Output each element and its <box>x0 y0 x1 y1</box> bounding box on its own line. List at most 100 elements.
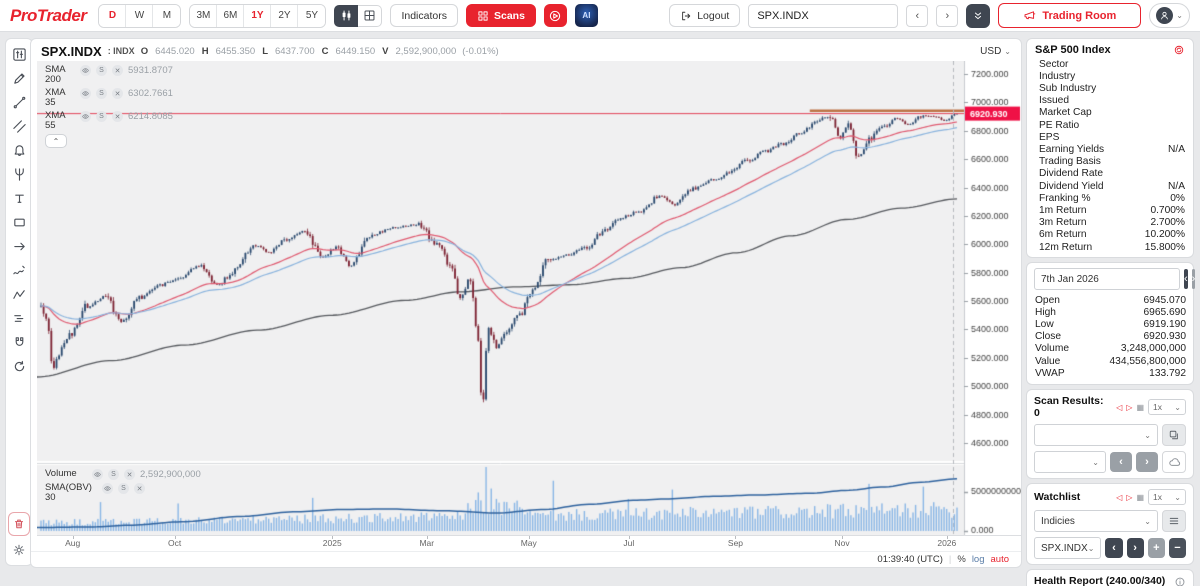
range-button-2y[interactable]: 2Y <box>271 4 299 27</box>
scale-percent-toggle[interactable]: % <box>957 553 966 565</box>
ohlc-value: 6445.020 <box>155 45 195 57</box>
logout-button[interactable]: Logout <box>669 4 741 27</box>
chart-type-button[interactable] <box>334 4 359 27</box>
watchlist-grid-icon[interactable]: ▦ <box>1136 492 1144 502</box>
settings-icon[interactable]: S <box>96 65 107 76</box>
prev-day-button[interactable]: ‹ <box>1184 269 1188 290</box>
chart-panel: SPX.INDX : INDX O 6445.020 H 6455.350 L 6437.… <box>30 38 1022 568</box>
scale-auto-toggle[interactable]: auto <box>990 553 1010 565</box>
period-button-w[interactable]: W <box>126 4 154 27</box>
currency-selector[interactable]: USD ⌄ <box>980 45 1011 57</box>
range-button-1y[interactable]: 1Y <box>244 4 272 27</box>
tool-magnet-icon[interactable] <box>8 332 30 353</box>
watchlist-prev-icon[interactable]: ◁ <box>1116 492 1123 502</box>
scan-next-icon[interactable]: ▷ <box>1126 402 1133 412</box>
info-icon <box>1175 577 1185 586</box>
close-icon[interactable]: ✕ <box>112 65 123 76</box>
collapse-legends-button[interactable]: ⌃ <box>45 134 67 148</box>
watchlist-remove-button[interactable]: − <box>1168 538 1187 559</box>
axis-tick <box>946 536 948 539</box>
axis-tick <box>72 536 74 539</box>
symbol-prev-button[interactable]: ‹ <box>906 4 929 27</box>
watchlist-list-button[interactable] <box>1162 510 1186 533</box>
account-menu-button[interactable]: ⌄ <box>1149 3 1190 28</box>
watchlist-next-button[interactable]: › <box>1126 538 1144 559</box>
next-day-button[interactable]: › <box>1191 269 1196 290</box>
tool-parallel-channel-icon[interactable] <box>8 116 30 137</box>
chevron-down-icon: ⌄ <box>1092 457 1099 467</box>
close-icon[interactable]: ✕ <box>134 483 145 494</box>
settings-icon[interactable]: S <box>96 111 107 122</box>
eye-icon[interactable] <box>80 88 91 99</box>
scan-prev-icon[interactable]: ◁ <box>1116 402 1123 412</box>
scan-copy-button[interactable] <box>1162 424 1186 447</box>
eye-icon[interactable] <box>92 469 103 480</box>
tool-arrow-icon[interactable] <box>8 236 30 257</box>
close-icon[interactable]: ✕ <box>112 111 123 122</box>
settings-icon[interactable]: S <box>108 469 119 480</box>
scan-result-select[interactable]: ⌄ <box>1034 451 1106 474</box>
scan-prev-result-button[interactable]: ‹ <box>1110 452 1132 473</box>
tool-trendline-icon[interactable] <box>8 92 30 113</box>
ohlc-value: 6449.150 <box>335 45 376 57</box>
scan-next-result-button[interactable]: › <box>1136 452 1158 473</box>
scan-download-button[interactable] <box>1162 451 1186 474</box>
scans-button[interactable]: Scans <box>465 4 536 27</box>
chevron-down-icon: ⌄ <box>1144 430 1151 440</box>
arrow-icon <box>13 242 25 251</box>
tool-freehand-icon[interactable] <box>8 260 30 281</box>
time-axis-label: Mar <box>419 538 435 548</box>
sync-icon[interactable] <box>1173 44 1185 56</box>
power-button[interactable] <box>543 4 567 27</box>
info-icon[interactable] <box>1174 575 1186 586</box>
tool-rectangle-icon[interactable] <box>8 212 30 233</box>
tool-pencil-icon[interactable] <box>8 68 30 89</box>
date-ohlc-row: Low 6919.190 <box>1035 319 1186 331</box>
app-logo: ProTrader <box>10 5 87 25</box>
collapse-panels-button[interactable] <box>966 3 991 28</box>
tool-text-icon[interactable] <box>8 188 30 209</box>
date-input[interactable] <box>1034 268 1180 291</box>
watchlist-add-button[interactable]: + <box>1147 538 1165 559</box>
price-chart-canvas[interactable] <box>37 61 1021 535</box>
eye-icon[interactable] <box>102 483 113 494</box>
watchlist-card: Watchlist ◁ ▷ ▦ 1x ⌄ Indicies ⌄ SPX.INDX ⌄ … <box>1026 483 1194 566</box>
symbol-next-button[interactable]: › <box>936 4 959 27</box>
tool-chart-panel-icon[interactable] <box>8 44 30 65</box>
tool-refresh-icon[interactable] <box>8 356 30 377</box>
scan-zoom-select[interactable]: 1x ⌄ <box>1148 399 1186 416</box>
tool-pitchfork-icon[interactable] <box>8 164 30 185</box>
watchlist-prev-button[interactable]: ‹ <box>1105 538 1123 559</box>
scan-grid-icon[interactable]: ▦ <box>1136 402 1144 412</box>
axis-tick <box>332 536 334 539</box>
close-icon[interactable]: ✕ <box>124 469 135 480</box>
watchlist-category-select[interactable]: Indicies ⌄ <box>1034 510 1158 533</box>
range-button-5y[interactable]: 5Y <box>298 4 326 27</box>
settings-icon[interactable]: S <box>96 88 107 99</box>
period-button-m[interactable]: M <box>153 4 181 27</box>
watchlist-symbol-select[interactable]: SPX.INDX ⌄ <box>1034 537 1102 560</box>
settings-icon[interactable]: S <box>118 483 129 494</box>
trading-room-button[interactable]: Trading Room <box>998 3 1142 28</box>
eye-icon[interactable] <box>80 111 91 122</box>
tool-trash-icon[interactable] <box>8 512 30 536</box>
tool-measure-icon[interactable] <box>8 308 30 329</box>
eye-icon[interactable] <box>80 65 91 76</box>
tool-bell-icon[interactable] <box>8 140 30 161</box>
ai-assistant-button[interactable]: AI <box>574 4 598 27</box>
range-button-6m[interactable]: 6M <box>217 4 245 27</box>
tool-settings-gear-icon[interactable] <box>8 539 30 560</box>
scan-select[interactable]: ⌄ <box>1034 424 1158 447</box>
scale-log-toggle[interactable]: log <box>971 553 985 565</box>
symbol-search-input[interactable] <box>748 3 899 28</box>
watchlist-next-icon[interactable]: ▷ <box>1126 492 1133 502</box>
tool-zigzag-icon[interactable] <box>8 284 30 305</box>
grid-layout-button[interactable] <box>358 4 383 27</box>
time-axis[interactable]: Aug Oct 2025 Mar May Jul Sep Nov 2026 <box>37 535 1021 551</box>
range-button-3m[interactable]: 3M <box>190 4 218 27</box>
close-icon[interactable]: ✕ <box>112 88 123 99</box>
indicators-button[interactable]: Indicators <box>390 4 458 27</box>
watchlist-zoom-select[interactable]: 1x ⌄ <box>1148 489 1186 506</box>
period-button-d[interactable]: D <box>99 4 127 27</box>
info-row: 1m Return 0.700% <box>1039 204 1185 216</box>
